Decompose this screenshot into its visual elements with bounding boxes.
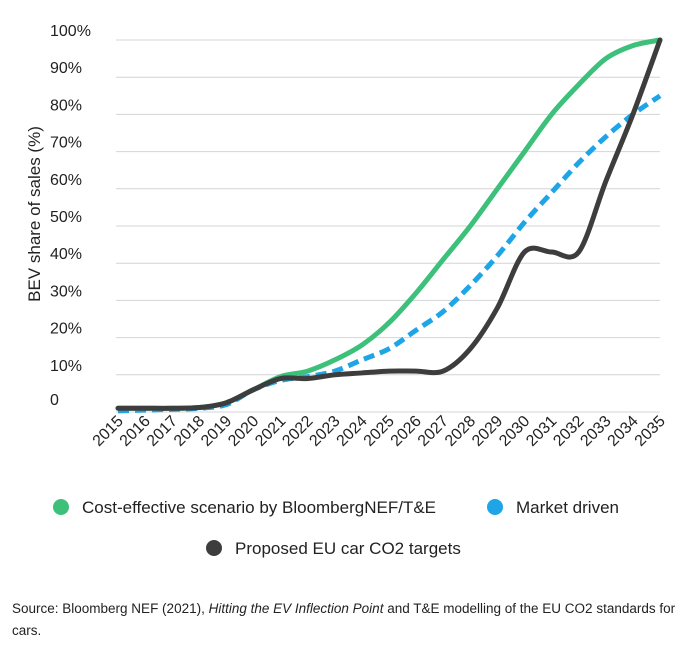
y-tick-label: 10% — [50, 358, 82, 375]
y-tick-label: 40% — [50, 246, 82, 263]
x-tick-label: 2018 — [171, 413, 208, 450]
x-tick-label: 2032 — [550, 413, 587, 450]
legend-marker — [487, 499, 503, 515]
source-note: Source: Bloomberg NEF (2021), Hitting th… — [12, 598, 682, 642]
y-tick-label: 90% — [50, 60, 82, 77]
source-title: Hitting the EV Inflection Point — [208, 601, 384, 616]
x-tick-label: 2021 — [252, 413, 289, 450]
y-tick-label: 0 — [50, 392, 59, 409]
y-tick-label: 70% — [50, 135, 82, 152]
x-tick-label: 2031 — [523, 413, 560, 450]
x-tick-label: 2035 — [632, 413, 669, 450]
y-tick-label: 100% — [50, 23, 91, 40]
x-tick-label: 2016 — [117, 413, 154, 450]
legend: Cost-effective scenario by BloombergNEF/… — [53, 498, 619, 558]
gridlines — [116, 39, 660, 413]
y-tick-label: 50% — [50, 209, 82, 226]
x-tick-label: 2033 — [577, 413, 614, 450]
y-axis-tick-labels: 0 10% 20% 30% 40% 50% 60% 70% 80% 90% 100% — [50, 23, 91, 409]
x-tick-label: 2025 — [361, 413, 398, 450]
cost-effective-line — [115, 37, 663, 411]
y-tick-label: 80% — [50, 97, 82, 114]
source-suffix: and T&E modelling of the EU CO2 standard… — [12, 601, 676, 638]
legend-label: Market driven — [516, 498, 619, 517]
y-axis-label: BEV share of sales (%) — [25, 126, 44, 302]
legend-label: Proposed EU car CO2 targets — [235, 539, 461, 558]
y-tick-label: 20% — [50, 321, 82, 338]
x-tick-label: 2020 — [225, 413, 262, 450]
x-tick-label: 2030 — [496, 413, 533, 450]
x-tick-label: 2019 — [198, 413, 235, 450]
legend-marker — [53, 499, 69, 515]
x-tick-label: 2029 — [469, 413, 506, 450]
bev-share-chart: 0 10% 20% 30% 40% 50% 60% 70% 80% 90% 100% BEV sha… — [25, 23, 669, 558]
y-tick-label: 60% — [50, 172, 82, 189]
eu-co2-targets-line — [115, 37, 663, 411]
x-tick-label: 2027 — [415, 413, 452, 450]
legend-label: Cost-effective scenario by BloombergNEF/… — [82, 498, 436, 517]
x-axis-tick-labels: 2015201620172018201920202021202220232024… — [90, 413, 669, 450]
x-tick-label: 2022 — [279, 413, 316, 450]
x-tick-label: 2028 — [442, 413, 479, 450]
x-tick-label: 2023 — [306, 413, 343, 450]
x-tick-label: 2034 — [605, 413, 642, 450]
y-tick-label: 30% — [50, 283, 82, 300]
x-tick-label: 2026 — [388, 413, 425, 450]
x-tick-label: 2015 — [90, 413, 127, 450]
series-lines — [115, 37, 663, 414]
source-prefix: Source: Bloomberg NEF (2021), — [12, 601, 209, 616]
legend-marker — [206, 540, 222, 556]
x-tick-label: 2017 — [144, 413, 181, 450]
x-tick-label: 2024 — [334, 413, 371, 450]
